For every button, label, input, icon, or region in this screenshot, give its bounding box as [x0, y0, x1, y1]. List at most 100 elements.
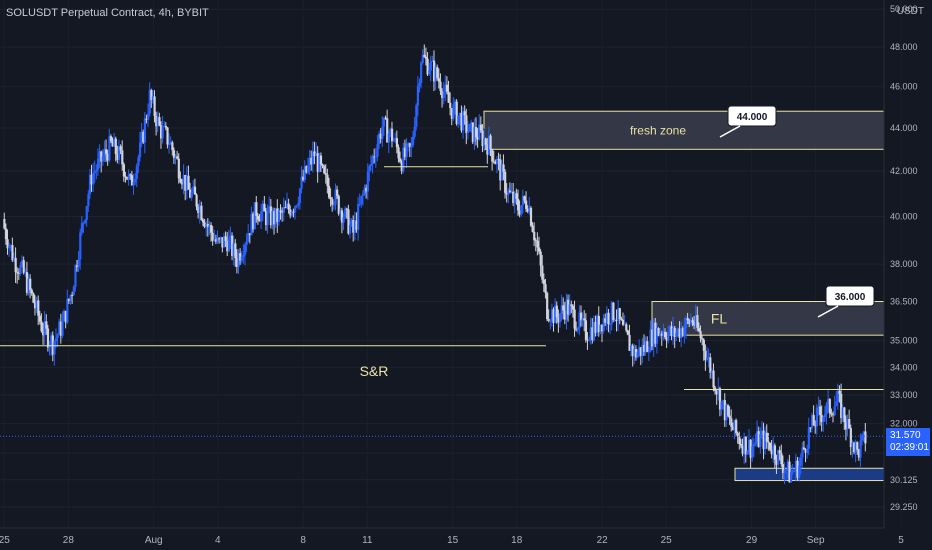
candle-body — [533, 231, 536, 241]
candle-body — [16, 272, 19, 274]
candle-body — [50, 335, 53, 346]
candle-countdown: 02:39:01 — [890, 442, 929, 454]
candle-body — [465, 115, 468, 134]
candle-body — [340, 210, 344, 223]
candle-body — [177, 158, 180, 179]
candle-body — [786, 461, 789, 470]
x-tick-label: 5 — [898, 535, 904, 546]
candle-body — [520, 205, 523, 215]
callout-44-box — [727, 105, 777, 127]
candle-body — [747, 439, 751, 451]
candle-body — [602, 318, 605, 332]
candle-body — [651, 329, 654, 347]
candle-body — [618, 308, 621, 319]
candle-body — [273, 211, 276, 225]
candle-body — [492, 161, 495, 163]
candle-body — [452, 104, 455, 119]
candle-body — [193, 186, 197, 195]
candle-body — [562, 305, 565, 311]
candle-body — [80, 223, 84, 233]
candle-body — [332, 204, 336, 206]
candle-body — [38, 315, 42, 322]
candle-body — [600, 324, 604, 332]
candle-body — [347, 209, 350, 234]
candle-body — [479, 124, 483, 131]
candle-body — [399, 158, 402, 162]
candle-body — [334, 189, 337, 205]
y-tick-label: 36.500 — [890, 296, 918, 306]
candle-body — [436, 67, 439, 79]
candle-body — [53, 341, 56, 355]
candle-body — [827, 399, 830, 404]
candle-body — [579, 312, 583, 321]
x-tick-label: 4 — [215, 535, 221, 546]
candle-body — [444, 84, 447, 92]
candle-body — [155, 116, 158, 127]
candle-body — [305, 166, 308, 173]
x-tick-label: 15 — [447, 535, 459, 546]
candle-body — [27, 278, 30, 293]
candle-body — [19, 265, 22, 274]
candle-body — [198, 205, 201, 213]
candle-body — [213, 239, 216, 241]
candle-body — [476, 137, 479, 140]
candle-body — [558, 313, 562, 323]
candle-body — [550, 309, 554, 321]
candle-body — [655, 328, 659, 344]
candle-body — [659, 333, 662, 336]
candle-body — [295, 205, 298, 207]
candle-body — [339, 210, 342, 214]
candle-body — [226, 240, 229, 252]
candle-body — [402, 147, 405, 172]
candle-body — [634, 349, 638, 358]
candle-body — [327, 185, 331, 198]
candle-body — [276, 208, 279, 222]
candle-body — [505, 192, 508, 195]
candle-body — [326, 174, 329, 186]
candle-body — [799, 457, 802, 466]
candle-body — [284, 207, 287, 209]
candle-body — [58, 321, 61, 335]
candle-body — [717, 388, 720, 395]
candle-body — [318, 155, 321, 172]
candle-body — [605, 312, 609, 323]
candle-body — [471, 122, 474, 143]
candle-body — [798, 465, 801, 478]
y-tick-label: 42.000 — [890, 166, 918, 176]
candle-body — [822, 417, 825, 422]
candle-body — [224, 236, 227, 241]
candle-body — [675, 332, 678, 338]
chart-title: SOLUSDT Perpetual Contract, 4h, BYBIT — [6, 7, 209, 19]
candle-body — [778, 450, 781, 454]
candle-body — [628, 334, 631, 351]
candle-body — [158, 117, 161, 126]
candle-body — [547, 319, 550, 321]
time-axis: 25 28 Aug 4 8 11 15 18 22 25 29 Sep 5 — [0, 535, 904, 546]
candle-body — [791, 471, 794, 473]
candle-body — [184, 174, 187, 191]
candle-body — [626, 330, 630, 335]
candle-body — [361, 193, 365, 196]
candle-body — [735, 420, 738, 434]
candle-body — [552, 309, 555, 323]
candle-body — [846, 418, 849, 430]
candle-body — [783, 470, 786, 474]
candle-body — [696, 315, 699, 328]
x-tick-label: 22 — [597, 535, 609, 546]
callout-36-text: 36.000 — [835, 292, 866, 303]
candle-body — [672, 327, 675, 336]
candle-body — [516, 198, 520, 211]
candle-body — [730, 418, 733, 427]
x-tick-label: 11 — [362, 535, 373, 546]
callout-36-box — [825, 285, 875, 307]
candle-body — [642, 345, 646, 352]
chart-annotations: fresh zone FL S&R 44.000 36.000 — [360, 105, 875, 379]
candle-body — [211, 232, 214, 241]
candle-body — [358, 203, 361, 205]
candle-body — [240, 256, 243, 261]
candle-body — [851, 442, 854, 448]
candle-body — [578, 312, 581, 329]
candle-body — [137, 157, 140, 166]
candle-body — [510, 191, 513, 193]
